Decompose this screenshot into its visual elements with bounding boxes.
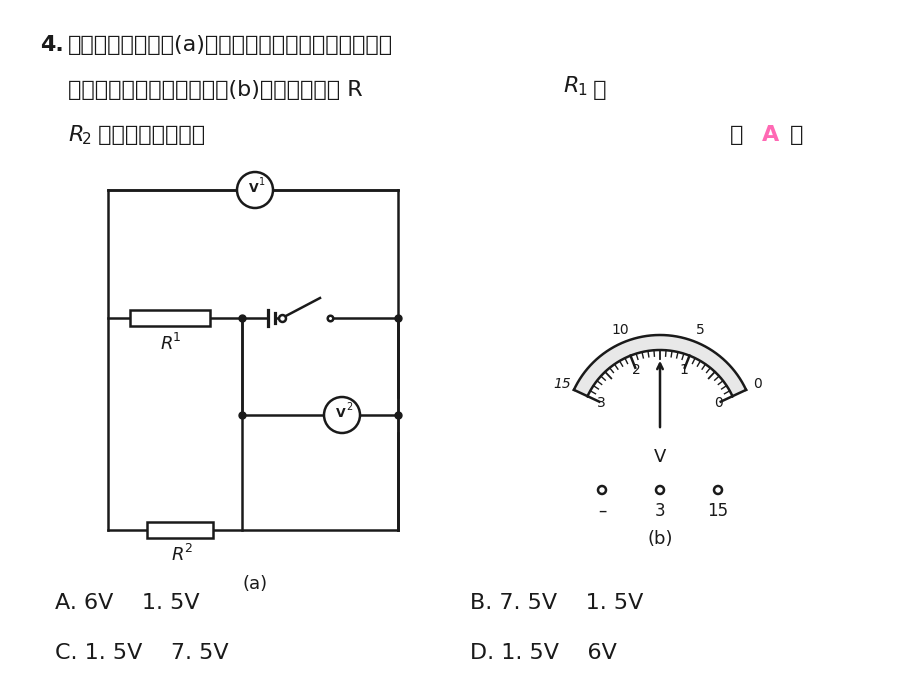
Text: A: A [761, 125, 778, 145]
Text: 3: 3 [654, 502, 664, 520]
Text: （: （ [729, 125, 743, 145]
Text: V: V [335, 408, 346, 420]
Circle shape [237, 172, 273, 208]
Text: ）: ） [789, 125, 802, 145]
Text: 2: 2 [82, 132, 92, 147]
Text: 0: 0 [714, 395, 722, 410]
Text: 10: 10 [610, 323, 629, 337]
Text: 4.: 4. [40, 35, 63, 55]
Text: V: V [249, 182, 258, 195]
Text: R: R [161, 335, 173, 353]
Text: 5: 5 [695, 323, 703, 337]
Text: B. 7. 5V    1. 5V: B. 7. 5V 1. 5V [470, 593, 642, 613]
Text: D. 1. 5V    6V: D. 1. 5V 6V [470, 643, 617, 663]
Text: (a): (a) [243, 575, 267, 593]
Text: 2: 2 [631, 362, 640, 377]
Text: 15: 15 [552, 377, 571, 391]
Polygon shape [573, 335, 745, 396]
Text: 3: 3 [596, 395, 605, 410]
Text: 2: 2 [346, 402, 352, 412]
Bar [130, 310, 210, 326]
Text: C. 1. 5V    7. 5V: C. 1. 5V 7. 5V [55, 643, 229, 663]
Text: 1: 1 [576, 83, 586, 98]
Bar [147, 522, 213, 538]
Text: 2: 2 [184, 542, 192, 555]
Text: –: – [597, 502, 606, 520]
Text: 两端的电压分别是: 两端的电压分别是 [91, 125, 205, 145]
Text: R: R [68, 125, 84, 145]
Text: R: R [172, 546, 184, 564]
Text: 和: 和 [585, 80, 606, 100]
Text: (b): (b) [647, 530, 672, 548]
Text: 1: 1 [173, 331, 181, 344]
Text: 1: 1 [258, 177, 265, 187]
Text: V: V [653, 448, 665, 466]
Text: A. 6V    1. 5V: A. 6V 1. 5V [55, 593, 199, 613]
Text: 0: 0 [753, 377, 762, 391]
Text: 只电压表的指针偏转均如图(b)所示，则电阴 R: 只电压表的指针偏转均如图(b)所示，则电阴 R [68, 80, 362, 100]
Text: 15: 15 [707, 502, 728, 520]
Text: （南充中考）如图(a)所示电路中，当闭合开关后，两: （南充中考）如图(a)所示电路中，当闭合开关后，两 [68, 35, 392, 55]
Text: R: R [562, 76, 578, 96]
Circle shape [323, 397, 359, 433]
Text: 1: 1 [679, 362, 687, 377]
